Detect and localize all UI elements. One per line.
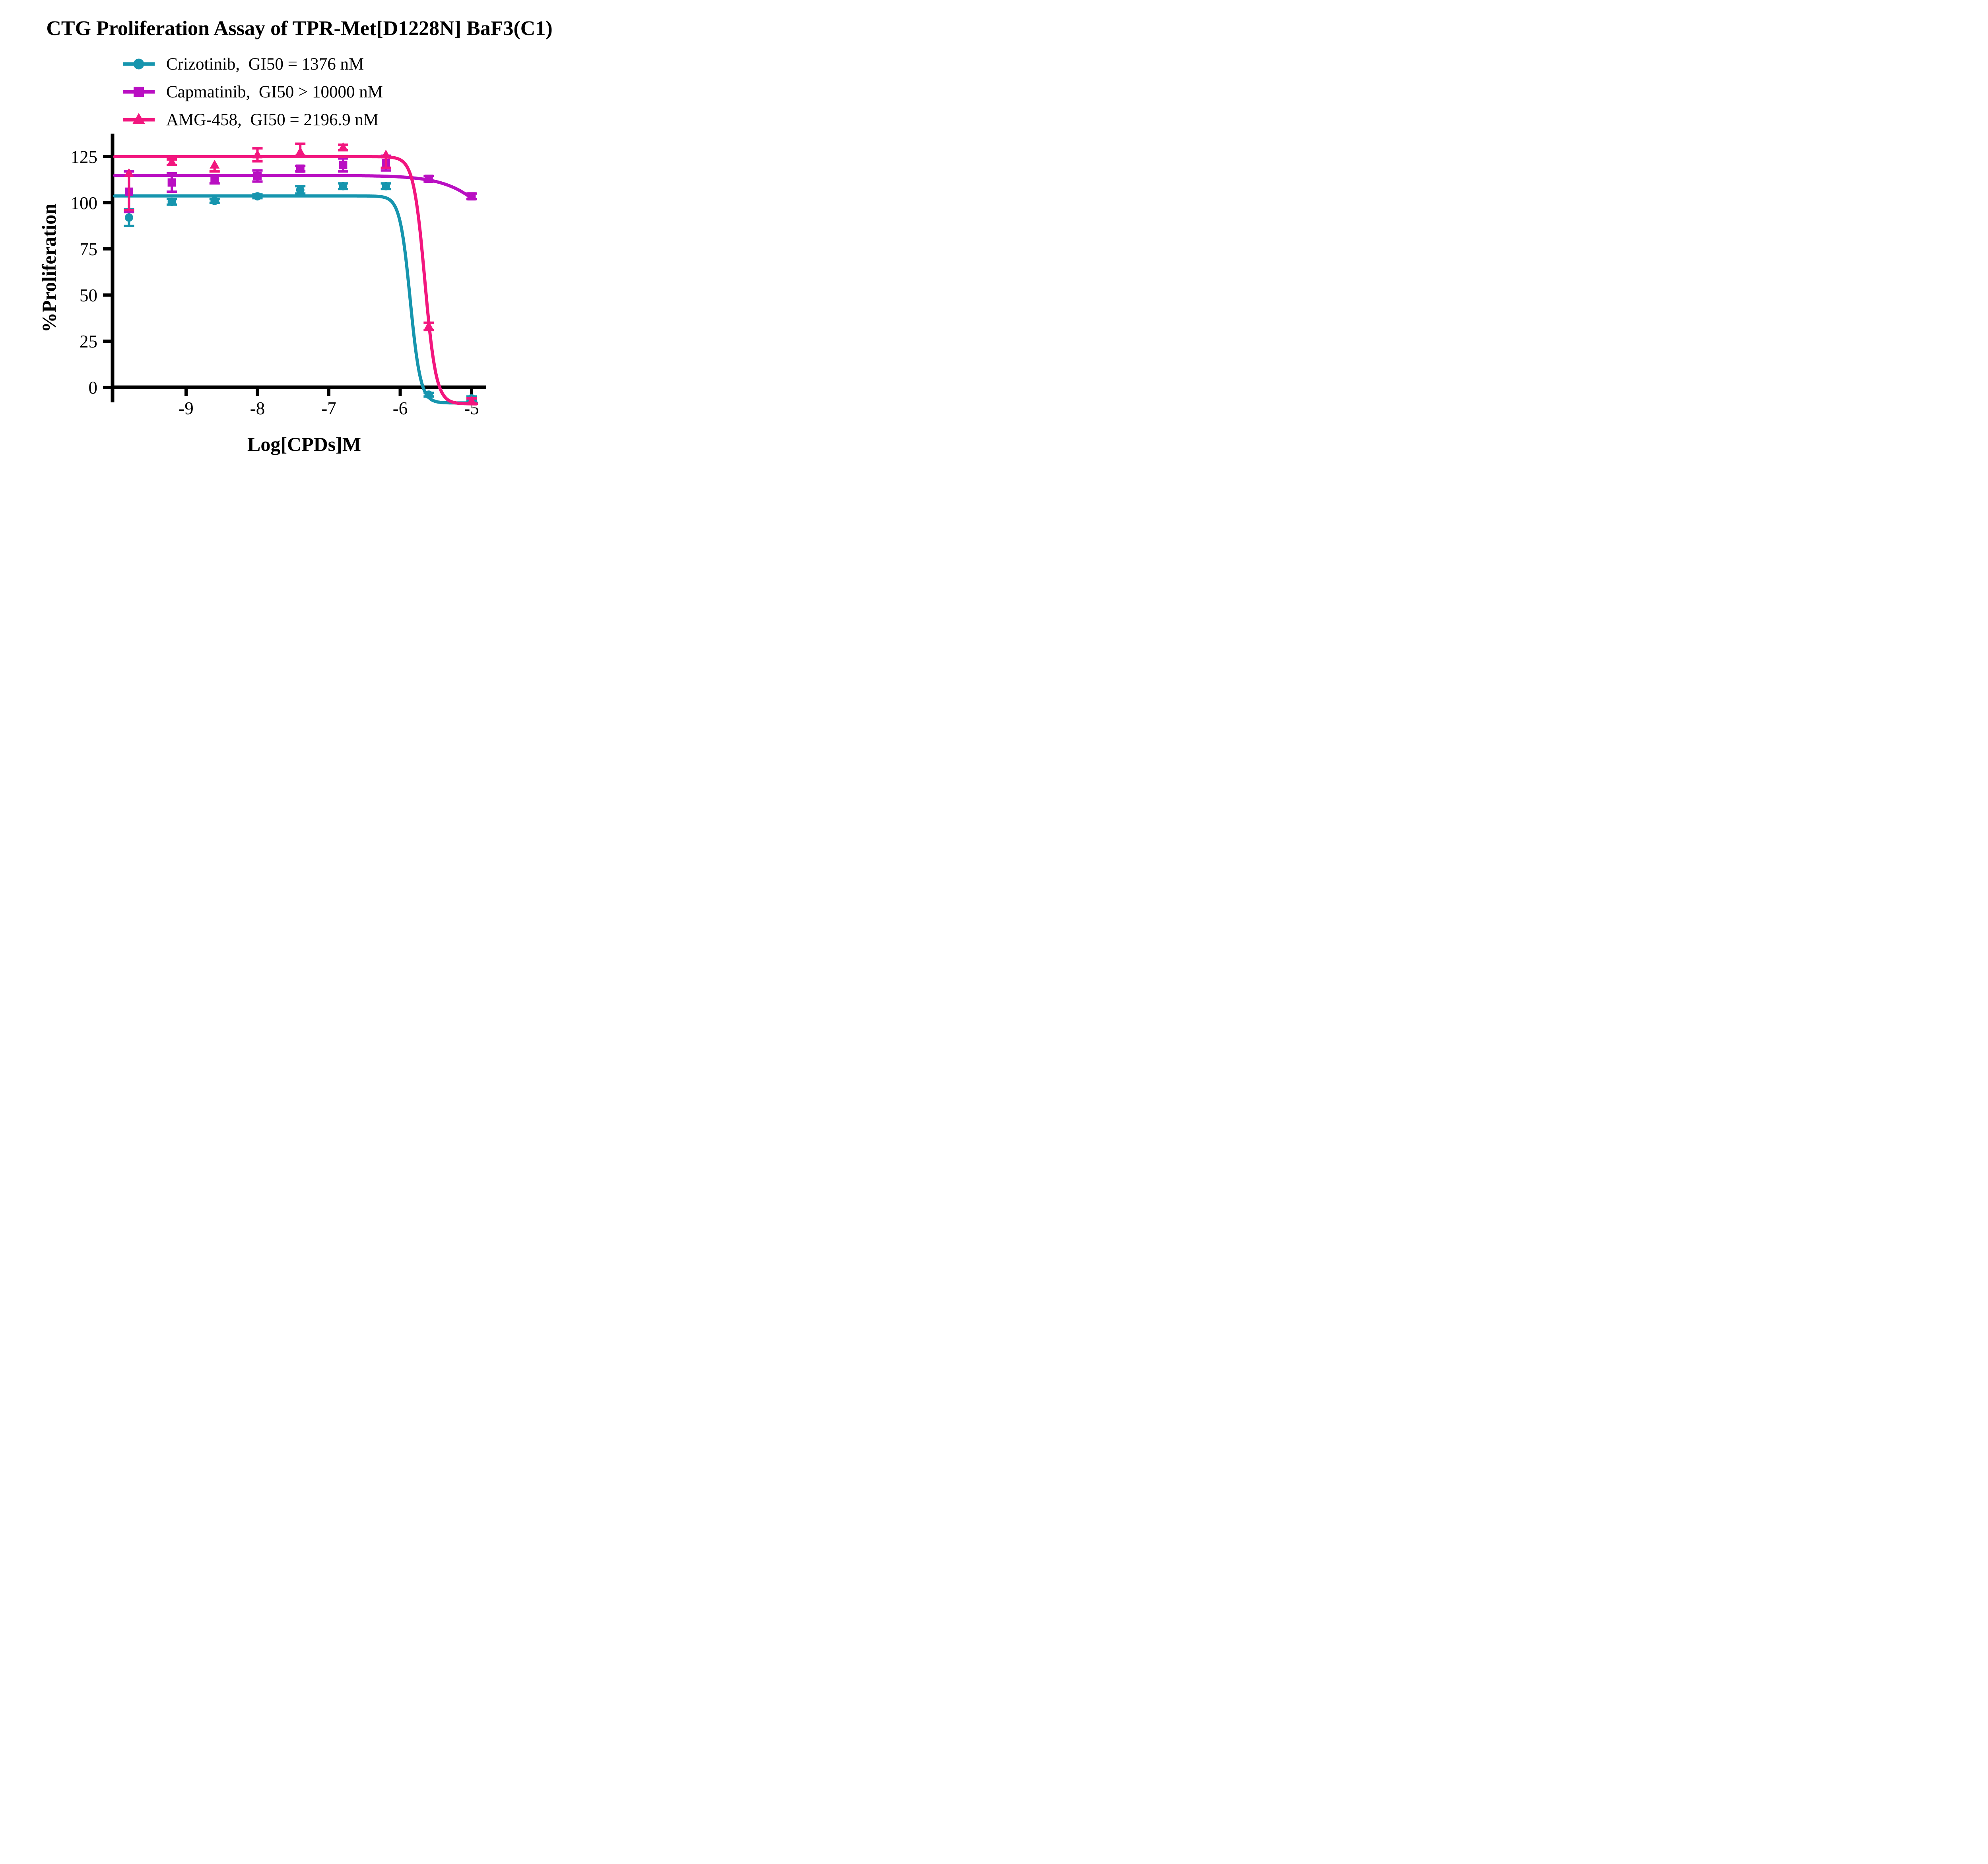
chart-title: CTG Proliferation Assay of TPR-Met[D1228… [46, 17, 553, 40]
fit-curve [113, 155, 478, 406]
legend-item-crizotinib: Crizotinib, GI50 = 1376 nM [122, 50, 383, 78]
marker-circle [424, 390, 433, 399]
marker-circle [382, 182, 390, 190]
legend-item-amg458: AMG-458, GI50 = 2196.9 nM [122, 106, 383, 134]
x-tick-label: -9 [179, 398, 194, 418]
marker-circle [296, 186, 305, 194]
legend-item-capmatinib: Capmatinib, GI50 > 10000 nM [122, 78, 383, 106]
marker-circle [210, 196, 219, 205]
y-tick-label: 25 [80, 332, 97, 351]
y-tick-label: 0 [89, 378, 98, 398]
marker-square [339, 161, 348, 169]
marker-square [167, 178, 176, 187]
fit-curve [113, 194, 478, 405]
proliferation-assay-figure: 0 25 50 75 100 125 -9 -8 -7 -6 -5 %Proliferation Log… [0, 0, 599, 466]
x-tick-label: -7 [321, 398, 336, 418]
marker-triangle [423, 321, 434, 330]
amg458-triangle-marker-icon [123, 113, 155, 124]
marker-circle [124, 213, 133, 222]
x-axis-label: Log[CPDs]M [247, 433, 361, 455]
capmatinib-square-marker-icon [123, 87, 155, 97]
series-Crizotinib [113, 182, 478, 405]
marker-square [296, 164, 305, 173]
y-tick-label: 50 [80, 285, 97, 305]
marker-triangle [338, 142, 348, 151]
legend-triangle [132, 113, 145, 124]
marker-triangle [210, 159, 220, 169]
crizotinib-circle-marker-icon [123, 58, 155, 70]
legend-label-capmatinib: Capmatinib, GI50 > 10000 nM [166, 82, 383, 101]
legend-label-amg458: AMG-458, GI50 = 2196.9 nM [166, 110, 379, 129]
x-tick-label: -6 [393, 398, 408, 418]
legend-circle [133, 58, 144, 70]
x-tick-label: -8 [250, 398, 265, 418]
marker-triangle [381, 150, 391, 159]
marker-triangle [167, 157, 177, 166]
marker-circle [253, 192, 262, 201]
marker-circle [339, 182, 348, 190]
series-AMG-458 [113, 142, 478, 406]
legend-label-crizotinib: Crizotinib, GI50 = 1376 nM [166, 54, 364, 74]
y-axis-label: %Proliferation [38, 204, 60, 332]
marker-triangle [252, 150, 262, 159]
marker-square [424, 175, 433, 183]
marker-triangle [124, 168, 134, 177]
marker-triangle [466, 396, 477, 405]
y-tick-label: 75 [80, 239, 97, 259]
marker-square [253, 172, 262, 181]
y-tick-label: 125 [71, 147, 98, 167]
marker-triangle [295, 147, 305, 156]
marker-square [210, 175, 219, 184]
legend-square [134, 87, 144, 97]
marker-circle [167, 198, 176, 206]
marker-square [467, 192, 476, 201]
legend: Crizotinib, GI50 = 1376 nM Capmatinib, G… [122, 50, 383, 134]
y-tick-label: 100 [71, 193, 98, 213]
